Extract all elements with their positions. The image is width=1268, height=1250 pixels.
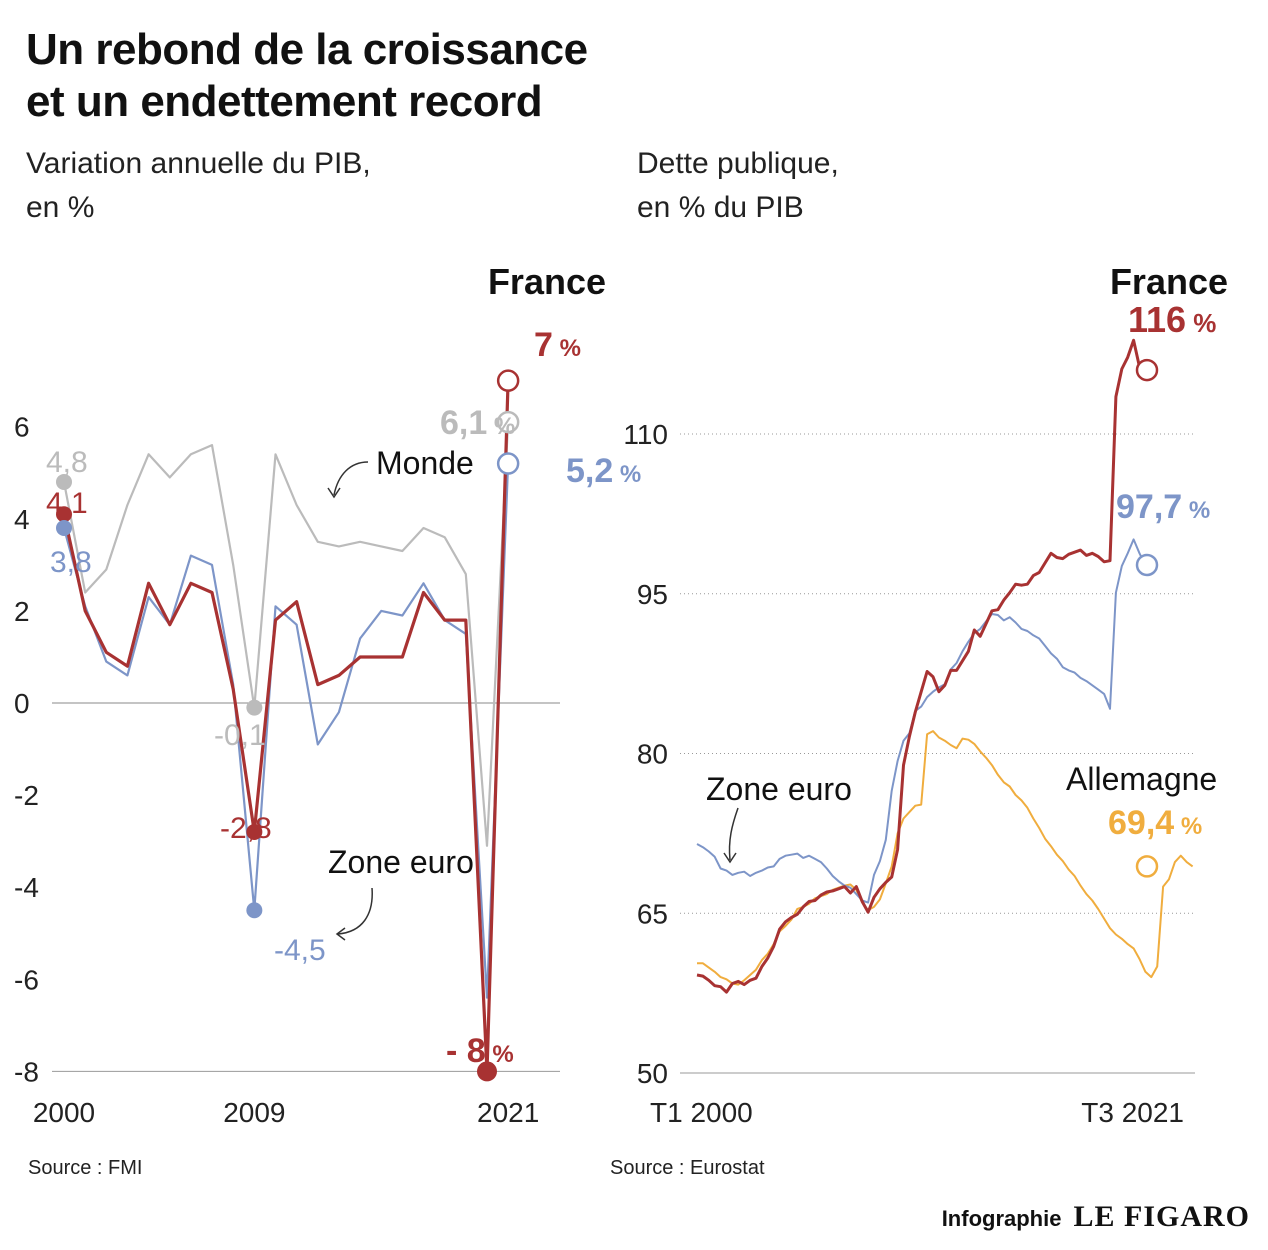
data-point-dot xyxy=(56,473,72,490)
right-y-tick-label: 95 xyxy=(637,579,668,610)
series-line-zone-euro xyxy=(696,538,1147,904)
zone-2009-label: -4,5 xyxy=(274,934,326,967)
monde-2009-label: -0,1 xyxy=(214,719,266,752)
left-y-tick-label: -8 xyxy=(14,1056,39,1087)
zone-2000-label: 3,8 xyxy=(50,546,92,579)
left-y-tick-label: 2 xyxy=(14,596,30,627)
left-y-tick-label: 4 xyxy=(14,504,30,535)
series-line-france xyxy=(62,380,510,1074)
right-subtitle-line-2: en % du PIB xyxy=(637,191,804,224)
le-figaro-logo: LE FIGARO xyxy=(1073,1200,1250,1233)
left-x-tick-label: 2009 xyxy=(223,1097,285,1128)
left-source: Source : FMI xyxy=(28,1157,143,1179)
title-line-2: et un endettement record xyxy=(26,77,543,126)
chart-title: Un rebond de la croissance et un endette… xyxy=(26,24,588,128)
left-y-tick-label: -2 xyxy=(14,780,39,811)
monde-callout-arrowhead xyxy=(327,487,341,499)
right-y-tick-label: 80 xyxy=(637,739,668,770)
france-debt-end-label: 116 % xyxy=(1128,299,1216,340)
monde-name-label: Monde xyxy=(376,445,474,481)
zone-debt-callout-arrowhead xyxy=(723,852,737,864)
allemagne-name-label: Allemagne xyxy=(1066,761,1217,797)
zone-callout-arrow xyxy=(337,887,373,935)
end-point-circle xyxy=(496,410,520,434)
right-subtitle: Dette publique, en % du PIB xyxy=(637,142,839,230)
data-point-dot xyxy=(56,520,72,537)
right-x-tick-label: T1 2000 xyxy=(650,1097,753,1128)
left-subtitle-line-1: Variation annuelle du PIB, xyxy=(26,147,371,180)
left-subtitle-line-2: en % xyxy=(26,191,95,224)
monde-callout-arrow xyxy=(333,461,369,496)
series-line-zone-euro xyxy=(62,463,510,999)
end-point-circle xyxy=(1135,553,1159,577)
right-y-tick-label: 110 xyxy=(623,419,668,450)
data-point-dot xyxy=(56,506,72,523)
zone-debt-end-label: 97,7 % xyxy=(1116,488,1210,526)
data-point-dot xyxy=(477,1061,497,1082)
left-france-label: France xyxy=(488,261,606,302)
data-point-dot xyxy=(246,699,263,716)
left-x-tick-label: 2000 xyxy=(33,1097,95,1128)
right-y-tick-label: 50 xyxy=(637,1058,668,1089)
left-y-tick-label: -6 xyxy=(14,964,39,995)
right-subtitle-line-1: Dette publique, xyxy=(637,147,839,180)
series-line-monde xyxy=(62,422,510,847)
france-2020-label: - 8 % xyxy=(446,1032,514,1070)
zone-debt-callout-arrow xyxy=(728,807,739,861)
end-point-circle xyxy=(1135,855,1159,878)
left-subtitle: Variation annuelle du PIB, en % xyxy=(26,142,371,230)
end-point-circle xyxy=(496,369,520,392)
monde-2000-label: 4,8 xyxy=(46,446,88,479)
zone-euro-debt-name-label: Zone euro xyxy=(706,771,852,807)
left-y-tick-label: -4 xyxy=(14,872,39,903)
zone-euro-name-label: Zone euro xyxy=(328,844,474,880)
end-point-circle xyxy=(1135,358,1159,382)
right-y-tick-label: 65 xyxy=(637,898,668,929)
left-x-tick-label: 2021 xyxy=(477,1097,539,1128)
data-point-dot xyxy=(246,902,263,919)
end-point-circle xyxy=(496,452,520,475)
credit: Infographie LE FIGARO xyxy=(942,1200,1250,1234)
allemagne-end-label: 69,4 % xyxy=(1108,804,1202,842)
series-line-france xyxy=(696,338,1146,994)
right-x-tick-label: T3 2021 xyxy=(1081,1097,1184,1128)
zone-callout-arrowhead xyxy=(335,927,346,941)
right-france-label: France xyxy=(1110,261,1228,302)
zone-end-label: 5,2 % xyxy=(566,452,641,490)
france-2000-label: 4,1 xyxy=(46,487,88,520)
credit-label: Infographie xyxy=(941,1206,1062,1231)
france-2009-label: -2,8 xyxy=(220,812,272,845)
left-y-tick-label: 6 xyxy=(14,412,30,443)
data-point-dot xyxy=(246,823,263,840)
monde-end-label: 6,1 % xyxy=(440,404,515,442)
left-y-tick-label: 0 xyxy=(14,688,30,719)
title-line-1: Un rebond de la croissance xyxy=(26,25,588,74)
right-source: Source : Eurostat xyxy=(610,1157,765,1179)
france-end-label: 7 % xyxy=(534,326,581,364)
